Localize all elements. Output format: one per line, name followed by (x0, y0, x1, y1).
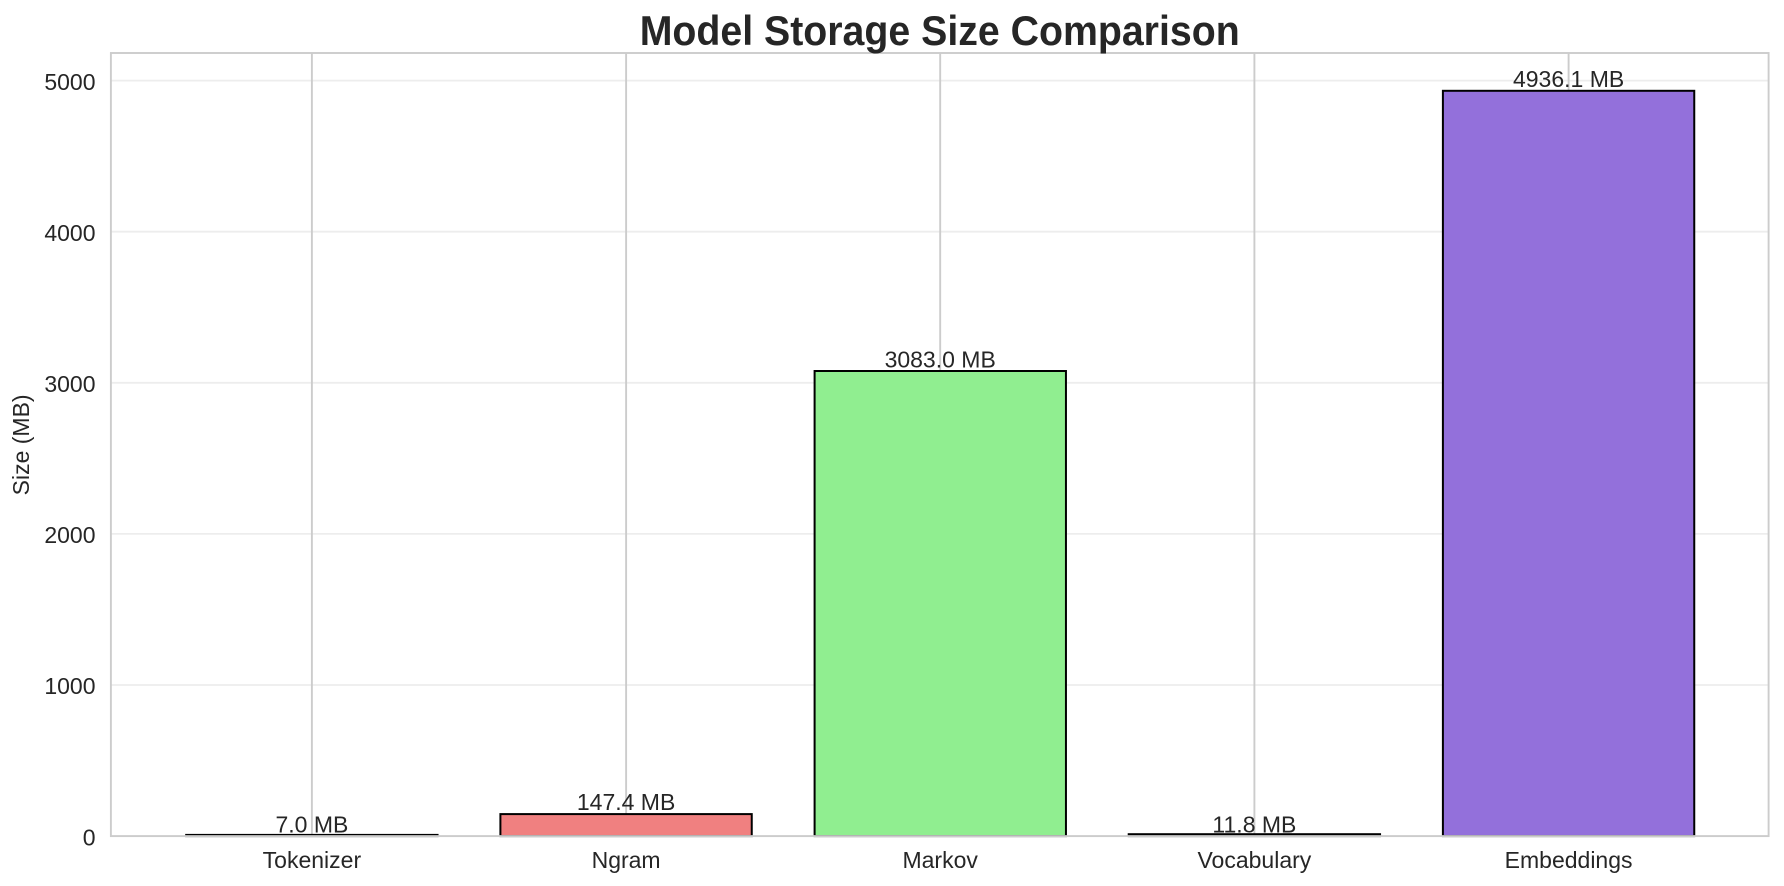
svg-text:4000: 4000 (44, 220, 95, 246)
svg-text:Size (MB): Size (MB) (8, 394, 34, 495)
svg-text:5000: 5000 (44, 69, 95, 95)
svg-text:Embeddings: Embeddings (1505, 847, 1633, 873)
svg-text:Ngram: Ngram (592, 847, 661, 873)
svg-text:2000: 2000 (44, 522, 95, 548)
svg-text:Tokenizer: Tokenizer (263, 847, 362, 873)
svg-text:7.0 MB: 7.0 MB (275, 811, 348, 837)
svg-text:11.8 MB: 11.8 MB (1212, 811, 1296, 837)
svg-text:4936.1 MB: 4936.1 MB (1513, 66, 1624, 92)
svg-text:3083.0 MB: 3083.0 MB (885, 346, 996, 372)
svg-text:3000: 3000 (44, 371, 95, 397)
svg-text:1000: 1000 (44, 673, 95, 699)
svg-text:Vocabulary: Vocabulary (1197, 847, 1311, 873)
svg-text:0: 0 (83, 824, 96, 850)
svg-text:147.4 MB: 147.4 MB (577, 789, 675, 815)
svg-text:Model Storage Size Comparison: Model Storage Size Comparison (640, 7, 1240, 54)
svg-text:Markov: Markov (902, 847, 978, 873)
